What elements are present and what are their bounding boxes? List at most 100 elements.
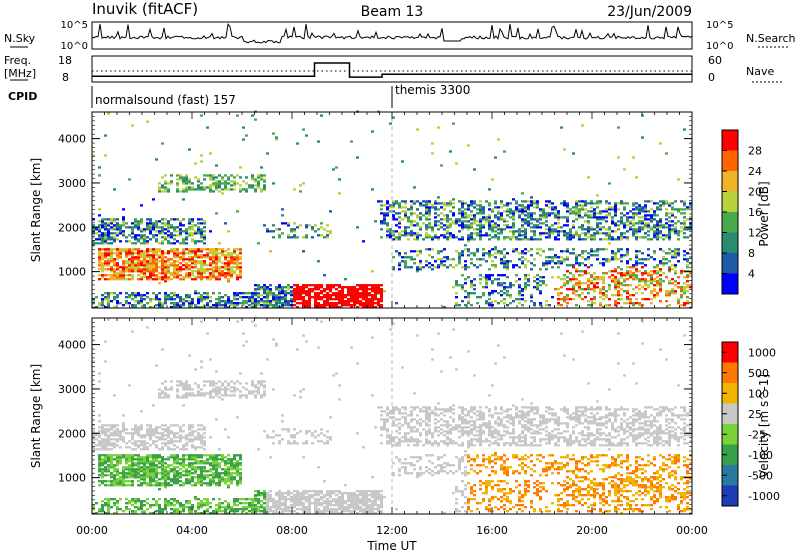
velocity-cell (203, 466, 206, 469)
velocity-cell (152, 472, 155, 475)
power-cell (158, 182, 161, 185)
power-cell (203, 222, 206, 225)
power-cell (302, 286, 305, 289)
power-cell (491, 292, 494, 295)
power-cell (179, 220, 182, 223)
power-cell (506, 210, 509, 213)
power-cell (371, 296, 374, 299)
velocity-cell (155, 460, 158, 463)
velocity-cell (224, 506, 227, 509)
power-cell (617, 156, 620, 159)
power-cell (173, 248, 176, 251)
power-cell (677, 282, 680, 285)
velocity-cell (104, 430, 107, 433)
velocity-cell (170, 380, 173, 383)
velocity-cell (137, 454, 140, 457)
power-cell (242, 180, 245, 183)
velocity-cell (203, 454, 206, 457)
power-cell (653, 270, 656, 273)
power-cell (152, 222, 155, 225)
power-cell (302, 250, 305, 253)
velocity-cell (143, 482, 146, 485)
velocity-cell (98, 380, 101, 383)
velocity-cell (173, 432, 176, 435)
power-cell (329, 306, 332, 309)
velocity-cell (215, 464, 218, 467)
velocity-cell (215, 460, 218, 463)
power-cell (191, 226, 194, 229)
power-cell (263, 292, 266, 295)
power-cell (152, 252, 155, 255)
velocity-cell (233, 390, 236, 393)
power-cell (479, 232, 482, 235)
velocity-cell (164, 430, 167, 433)
velocity-cell (92, 434, 95, 437)
power-cell (377, 286, 380, 289)
velocity-cell (215, 470, 218, 473)
velocity-cell (110, 442, 113, 445)
power-cell (206, 256, 209, 259)
power-cell (602, 226, 605, 229)
power-cell (404, 214, 407, 217)
power-cell (398, 238, 401, 241)
power-cell (518, 234, 521, 237)
power-cell (278, 298, 281, 301)
power-cell (380, 200, 383, 203)
power-cell (188, 186, 191, 189)
power-cell (227, 248, 230, 251)
power-cell (641, 236, 644, 239)
power-cell (245, 134, 248, 137)
power-cell (683, 232, 686, 235)
power-cell (188, 148, 191, 151)
power-cell (587, 272, 590, 275)
power-cell (158, 292, 161, 295)
power-cell (296, 306, 299, 309)
power-cell (197, 228, 200, 231)
velocity-cell (167, 428, 170, 431)
power-cell (464, 202, 467, 205)
power-cell (188, 248, 191, 251)
power-cell (332, 284, 335, 287)
power-cell (182, 252, 185, 255)
velocity-cell (128, 460, 131, 463)
power-cell (284, 286, 287, 289)
power-cell (500, 232, 503, 235)
power-cell (560, 278, 563, 281)
velocity-cell (179, 484, 182, 487)
power-cell (590, 214, 593, 217)
velocity-cell (107, 512, 110, 515)
velocity-cell (131, 472, 134, 475)
power-cell (644, 232, 647, 235)
power-cell (407, 218, 410, 221)
velocity-cell (227, 470, 230, 473)
power-cell (473, 264, 476, 267)
power-cell (644, 236, 647, 239)
velocity-cell (191, 430, 194, 433)
power-cell (587, 226, 590, 229)
velocity-cell (113, 444, 116, 447)
power-cell (95, 296, 98, 299)
power-cell (503, 248, 506, 251)
power-cell (227, 272, 230, 275)
power-cell (290, 300, 293, 303)
velocity-cell (137, 498, 140, 501)
power-cell (221, 270, 224, 273)
velocity-cell (215, 392, 218, 395)
power-cell (278, 292, 281, 295)
power-cell (593, 282, 596, 285)
power-cell (524, 236, 527, 239)
power-cell (113, 248, 116, 251)
velocity-cell (116, 506, 119, 509)
power-cell (179, 258, 182, 261)
power-cell (110, 238, 113, 241)
power-cell (596, 212, 599, 215)
velocity-cell (212, 388, 215, 391)
velocity-cell (197, 512, 200, 515)
power-cell (155, 248, 158, 251)
power-cell (122, 272, 125, 275)
power-cell (533, 232, 536, 235)
power-cell (281, 214, 284, 217)
power-cell (323, 274, 326, 277)
velocity-cell (182, 484, 185, 487)
power-cell (239, 176, 242, 179)
